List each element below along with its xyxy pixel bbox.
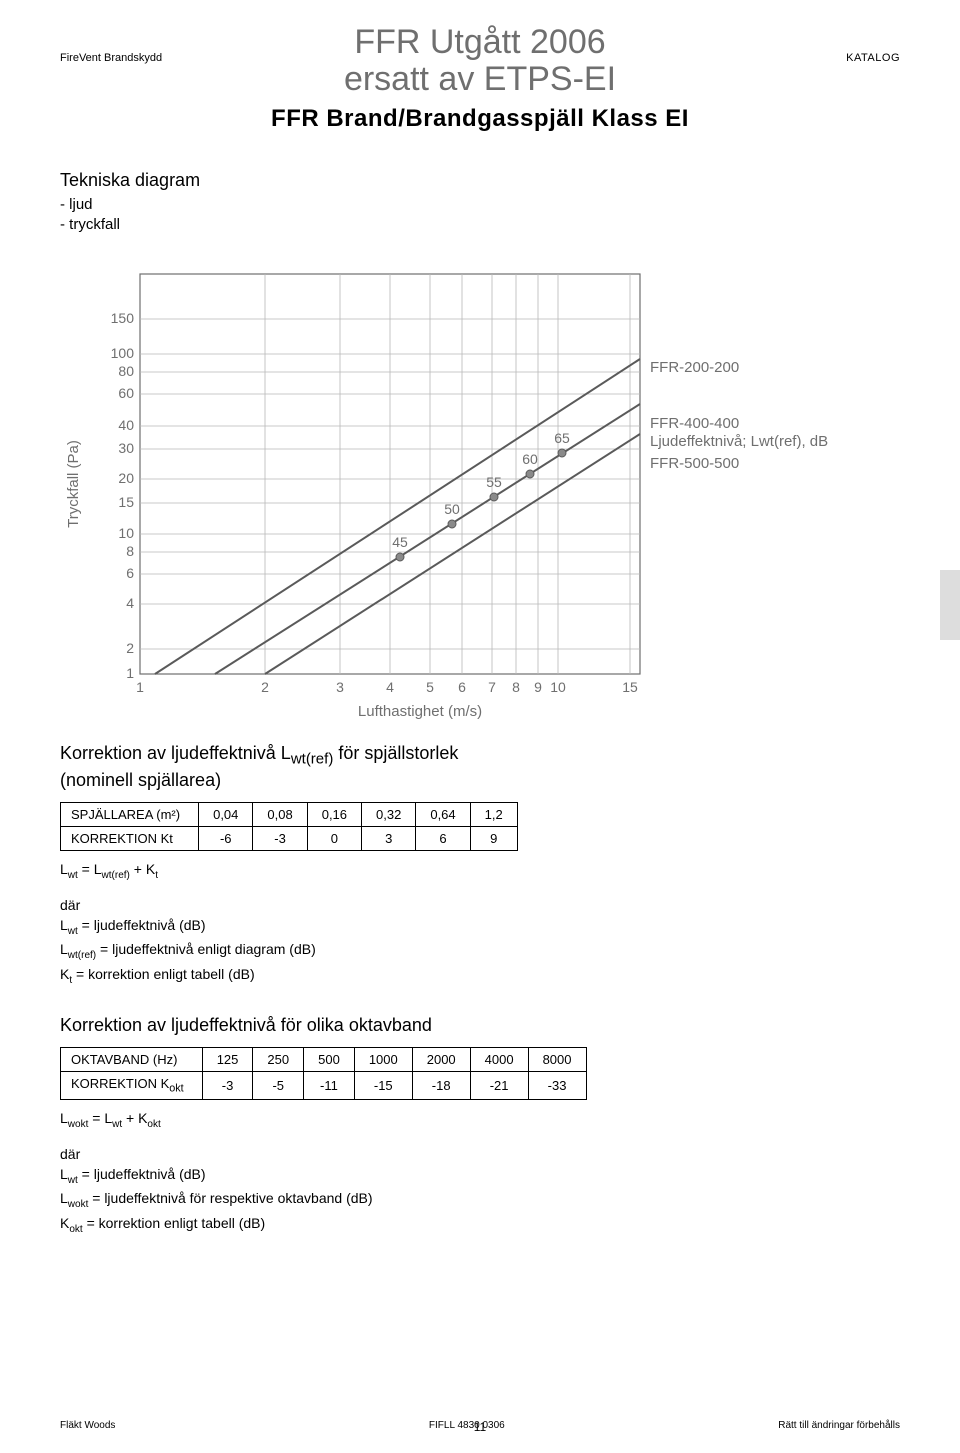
row-label: KORREKTION Kt [61, 826, 199, 850]
svg-text:1: 1 [136, 679, 144, 695]
list-item: - ljud [60, 195, 900, 215]
series-labels: FFR-200-200 FFR-400-400 Ljudeffektnivå; … [650, 359, 828, 472]
svg-text:8: 8 [512, 679, 520, 695]
svg-text:FFR-200-200: FFR-200-200 [650, 359, 739, 376]
svg-text:80: 80 [118, 363, 134, 379]
corr1-table: SPJÄLLAREA (m²) 0,04 0,08 0,16 0,32 0,64… [60, 802, 518, 851]
svg-text:FFR-400-400: FFR-400-400 [650, 415, 739, 432]
svg-text:4: 4 [386, 679, 394, 695]
row-label: SPJÄLLAREA (m²) [61, 802, 199, 826]
svg-text:20: 20 [118, 470, 134, 486]
def-line: Lwt = ljudeffektnivå (dB) [60, 1164, 900, 1188]
corr2-formula: Lwokt = Lwt + Kokt [60, 1110, 900, 1130]
svg-text:30: 30 [118, 440, 134, 456]
svg-text:65: 65 [554, 430, 570, 446]
corr2-table: OKTAVBAND (Hz) 125 250 500 1000 2000 400… [60, 1047, 587, 1100]
svg-text:45: 45 [392, 534, 408, 550]
header: FireVent Brandskydd KATALOG FFR Utgått 2… [60, 24, 900, 164]
svg-text:10: 10 [550, 679, 566, 695]
svg-text:55: 55 [486, 474, 502, 490]
def-line: Lwt = ljudeffektnivå (dB) [60, 915, 900, 939]
svg-text:60: 60 [522, 451, 538, 467]
corr2-defs: där Lwt = ljudeffektnivå (dB) Lwokt = lj… [60, 1144, 900, 1237]
svg-text:100: 100 [111, 345, 135, 361]
svg-text:1: 1 [126, 665, 134, 681]
chart-svg: Tryckfall (Pa) Lufthastighet (m/s) [60, 254, 900, 724]
footer: Fläkt Woods FIFLL 4830 0306 11 Rätt till… [60, 1420, 900, 1431]
svg-text:2: 2 [126, 640, 134, 656]
def-line: Kt = korrektion enligt tabell (dB) [60, 964, 900, 988]
title-block: FFR Utgått 2006 ersatt av ETPS-EI FFR Br… [60, 24, 900, 133]
svg-text:150: 150 [111, 310, 135, 326]
row-label: KORREKTION Kokt [61, 1072, 203, 1100]
svg-text:50: 50 [444, 501, 460, 517]
svg-text:7: 7 [488, 679, 496, 695]
svg-text:2: 2 [261, 679, 269, 695]
def-line: Kokt = korrektion enligt tabell (dB) [60, 1213, 900, 1237]
svg-text:5: 5 [426, 679, 434, 695]
svg-text:60: 60 [118, 385, 134, 401]
def-line: Lwt(ref) = ljudeffektnivå enligt diagram… [60, 939, 900, 963]
svg-text:15: 15 [118, 494, 134, 510]
svg-text:FFR-500-500: FFR-500-500 [650, 455, 739, 472]
table-row: KORREKTION Kokt -3 -5 -11 -15 -18 -21 -3… [61, 1072, 587, 1100]
svg-text:9: 9 [534, 679, 542, 695]
corr1-defs: där Lwt = ljudeffektnivå (dB) Lwt(ref) =… [60, 895, 900, 988]
svg-text:40: 40 [118, 417, 134, 433]
page: FireVent Brandskydd KATALOG FFR Utgått 2… [0, 0, 960, 1453]
svg-text:10: 10 [118, 525, 134, 541]
svg-text:3: 3 [336, 679, 344, 695]
corr1-formula: Lwt = Lwt(ref) + Kt [60, 861, 900, 881]
title-line1: FFR Utgått 2006 [60, 24, 900, 61]
list-item: - tryckfall [60, 215, 900, 235]
y-axis-label: Tryckfall (Pa) [65, 440, 82, 528]
svg-text:Ljudeffektnivå; Lwt(ref), dB: Ljudeffektnivå; Lwt(ref), dB [650, 433, 828, 450]
svg-text:8: 8 [126, 543, 134, 559]
title-line2: ersatt av ETPS-EI [60, 61, 900, 98]
svg-text:15: 15 [622, 679, 638, 695]
section-title: Tekniska diagram [60, 170, 900, 191]
x-ticks: 1 2 3 4 5 6 7 8 9 10 15 [136, 679, 638, 695]
svg-text:6: 6 [126, 565, 134, 581]
y-ticks: 1 2 4 6 8 10 15 20 30 40 60 80 100 150 [111, 310, 135, 681]
table-row: OKTAVBAND (Hz) 125 250 500 1000 2000 400… [61, 1048, 587, 1072]
x-axis-label: Lufthastighet (m/s) [358, 703, 482, 720]
subtitle: FFR Brand/Brandgasspjäll Klass EI [60, 105, 900, 133]
def-line: Lwokt = ljudeffektnivå för respektive ok… [60, 1188, 900, 1212]
chart-container: Tryckfall (Pa) Lufthastighet (m/s) [60, 254, 900, 724]
footer-page: 11 [60, 1420, 900, 1434]
corr2-title: Korrektion av ljudeffektnivå för olika o… [60, 1014, 900, 1037]
table-row: SPJÄLLAREA (m²) 0,04 0,08 0,16 0,32 0,64… [61, 802, 518, 826]
svg-text:4: 4 [126, 595, 134, 611]
svg-text:6: 6 [458, 679, 466, 695]
table-row: KORREKTION Kt -6 -3 0 3 6 9 [61, 826, 518, 850]
row-label: OKTAVBAND (Hz) [61, 1048, 203, 1072]
section-list: - ljud - tryckfall [60, 195, 900, 236]
side-tab [940, 570, 960, 640]
corr1-title: Korrektion av ljudeffektnivå Lwt(ref) fö… [60, 742, 900, 792]
